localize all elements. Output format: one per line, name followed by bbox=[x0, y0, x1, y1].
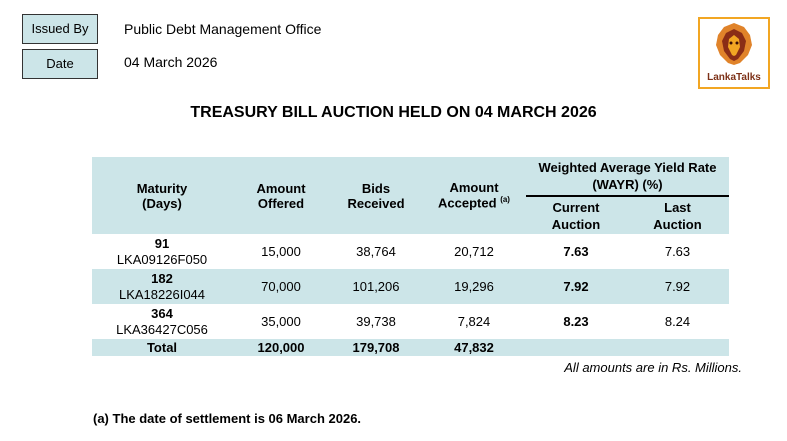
issued-by-value: Public Debt Management Office bbox=[124, 21, 322, 37]
last-yield-cell: 8.24 bbox=[664, 314, 691, 329]
maturity-cell: 91 LKA09126F050 bbox=[116, 235, 208, 267]
total-accepted: 47,832 bbox=[422, 339, 526, 356]
settlement-footnote: (a) The date of settlement is 06 March 2… bbox=[93, 411, 362, 426]
auction-table: Maturity (Days) Amount Offered Bids Rece… bbox=[92, 157, 729, 356]
current-yield-cell: 7.92 bbox=[526, 269, 626, 304]
total-offered: 120,000 bbox=[232, 339, 330, 356]
header-accepted: Amount Accepted (a) bbox=[422, 157, 526, 234]
accepted-cell: 19,296 bbox=[422, 269, 526, 304]
header-bids: Bids Received bbox=[330, 157, 422, 234]
lion-icon bbox=[716, 23, 752, 65]
accepted-cell: 20,712 bbox=[454, 244, 494, 259]
header-last-auction: Last Auction bbox=[626, 196, 729, 234]
offered-cell: 15,000 bbox=[261, 244, 301, 259]
header-current-auction: Current Auction bbox=[526, 196, 626, 234]
table-row: 364 LKA36427C056 35,000 39,738 7,824 8.2… bbox=[92, 304, 729, 339]
date-value: 04 March 2026 bbox=[124, 54, 218, 70]
bids-cell: 39,738 bbox=[356, 314, 396, 329]
offered-cell: 35,000 bbox=[261, 314, 301, 329]
date-label: Date bbox=[22, 49, 98, 79]
current-yield-cell: 8.23 bbox=[563, 314, 589, 329]
lankatalks-logo: LankaTalks bbox=[698, 17, 770, 89]
maturity-cell: 182 LKA18226I044 bbox=[92, 269, 232, 304]
accepted-footnote-marker: (a) bbox=[500, 195, 510, 205]
amounts-note: All amounts are in Rs. Millions. bbox=[564, 360, 742, 375]
total-bids: 179,708 bbox=[330, 339, 422, 356]
total-empty-last bbox=[626, 339, 729, 356]
header-maturity: Maturity (Days) bbox=[92, 157, 232, 234]
header-wayr: Weighted Average Yield Rate (WAYR) (%) bbox=[526, 157, 729, 197]
table-row: 91 LKA09126F050 15,000 38,764 20,712 7.6… bbox=[92, 234, 729, 269]
current-yield-cell: 7.63 bbox=[563, 244, 589, 259]
header-offered: Amount Offered bbox=[232, 157, 330, 234]
maturity-cell: 364 LKA36427C056 bbox=[116, 305, 208, 337]
page-title: TREASURY BILL AUCTION HELD ON 04 MARCH 2… bbox=[190, 104, 597, 121]
issued-by-label: Issued By bbox=[22, 14, 98, 44]
total-label: Total bbox=[92, 339, 232, 356]
table-row: 182 LKA18226I044 70,000 101,206 19,296 7… bbox=[92, 269, 729, 304]
total-empty-current bbox=[526, 339, 626, 356]
offered-cell: 70,000 bbox=[232, 269, 330, 304]
last-yield-cell: 7.63 bbox=[664, 244, 691, 259]
total-row: Total 120,000 179,708 47,832 bbox=[92, 339, 729, 356]
bids-cell: 101,206 bbox=[330, 269, 422, 304]
last-yield-cell: 7.92 bbox=[626, 269, 729, 304]
logo-text: LankaTalks bbox=[707, 72, 761, 83]
bids-cell: 38,764 bbox=[356, 244, 396, 259]
accepted-cell: 7,824 bbox=[457, 314, 491, 329]
